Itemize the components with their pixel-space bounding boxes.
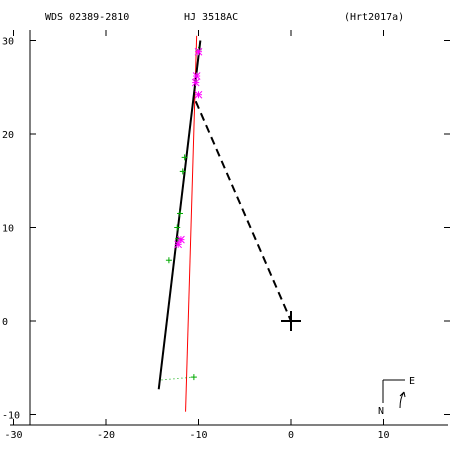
x-axis-ticks: -30 -20 -10 0 10 (4, 30, 390, 441)
compass-motion-arrow-icon (399, 391, 406, 409)
plus-marker (174, 224, 181, 231)
x-tick-label: -30 (4, 430, 22, 441)
header-ref: (Hrt2017a) (344, 12, 404, 23)
y-tick-label: 0 (2, 317, 8, 328)
star-marker-d2 (174, 240, 183, 249)
header-wds: WDS 02389-2810 (45, 12, 129, 23)
star-marker-d2 (194, 47, 203, 56)
y-tick-label: 10 (2, 224, 14, 235)
star-marker (194, 47, 203, 56)
x-tick-label: 10 (377, 430, 389, 441)
star-marker (174, 240, 183, 249)
plus-marker (181, 154, 188, 161)
outlier-residual-line (161, 376, 194, 381)
y-tick-label: 20 (2, 130, 14, 141)
dashed-periastron-line (194, 100, 292, 322)
plus-marker (165, 257, 172, 264)
x-tick-label: -10 (189, 430, 207, 441)
data-points (165, 46, 301, 381)
star-marker-d2 (194, 90, 203, 99)
star-marker (191, 78, 200, 87)
star-marker-d2 (191, 78, 200, 87)
x-tick-label: -20 (97, 430, 115, 441)
plus-marker (179, 168, 186, 175)
compass-north-label: N (378, 406, 384, 417)
x-tick-label: 0 (288, 430, 294, 441)
compass-east-label: E (409, 376, 415, 387)
star-marker (192, 72, 201, 80)
star-marker (194, 90, 203, 99)
primary-star-marker (281, 311, 301, 331)
red-fit-line (185, 35, 198, 412)
compass: N E (378, 376, 415, 417)
plus-marker (190, 374, 197, 381)
header-name: HJ 3518AC (184, 12, 238, 23)
star-marker-d2 (192, 72, 201, 80)
y-axis-ticks: -10 0 10 20 30 (2, 37, 450, 422)
y-tick-label: -10 (2, 411, 20, 422)
y-tick-label: 30 (2, 37, 14, 48)
plus-marker (177, 210, 183, 217)
